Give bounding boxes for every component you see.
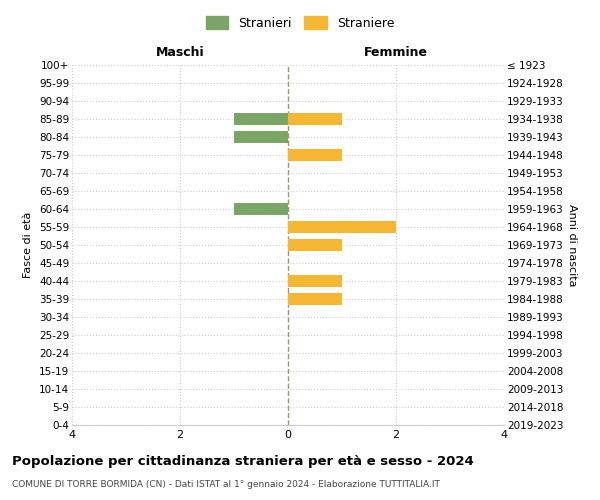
Legend: Stranieri, Straniere: Stranieri, Straniere bbox=[201, 11, 399, 35]
Bar bbox=[288, 149, 342, 161]
Bar bbox=[234, 113, 288, 125]
Bar bbox=[234, 203, 288, 215]
Text: Femmine: Femmine bbox=[364, 46, 428, 59]
Text: Maschi: Maschi bbox=[155, 46, 205, 59]
Bar bbox=[288, 113, 342, 125]
Bar bbox=[288, 239, 342, 251]
Bar bbox=[288, 221, 396, 233]
Bar bbox=[288, 293, 342, 305]
Y-axis label: Fasce di età: Fasce di età bbox=[23, 212, 34, 278]
Y-axis label: Anni di nascita: Anni di nascita bbox=[568, 204, 577, 286]
Text: COMUNE DI TORRE BORMIDA (CN) - Dati ISTAT al 1° gennaio 2024 - Elaborazione TUTT: COMUNE DI TORRE BORMIDA (CN) - Dati ISTA… bbox=[12, 480, 440, 489]
Bar bbox=[234, 131, 288, 143]
Bar bbox=[288, 275, 342, 287]
Text: Popolazione per cittadinanza straniera per età e sesso - 2024: Popolazione per cittadinanza straniera p… bbox=[12, 455, 474, 468]
